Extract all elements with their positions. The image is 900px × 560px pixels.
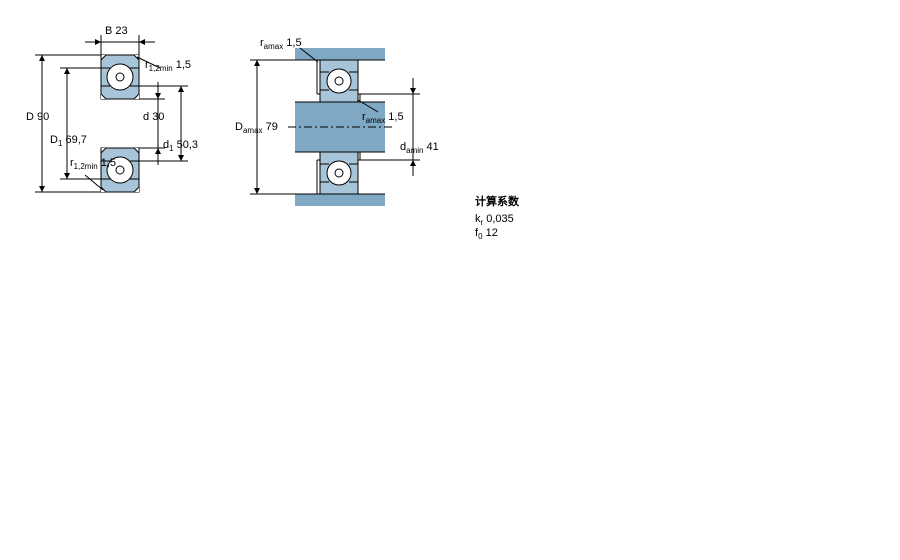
calculation-factors: 计算系数 kr 0,035 f0 12 (475, 194, 520, 241)
left-cross-section: B 23 r1,2min 1,5 D 90 D1 69,7 r1,2min 1,… (26, 25, 198, 192)
factor-kr: kr 0,035 (475, 213, 514, 227)
dim-d: d 30 (143, 111, 164, 123)
dim-d1: d1 50,3 (163, 139, 198, 153)
dim-B-label: B 23 (105, 25, 128, 37)
factors-title: 计算系数 (475, 194, 520, 208)
factor-f0: f0 12 (475, 227, 498, 241)
dim-r12min-top: r1,2min 1,5 (145, 59, 191, 73)
bearing-diagram: B 23 r1,2min 1,5 D 90 D1 69,7 r1,2min 1,… (0, 0, 900, 560)
dim-r12min-bot: r1,2min 1,5 (70, 157, 116, 171)
dim-D: D 90 (26, 111, 49, 123)
dim-Damax: Damax 79 (235, 121, 278, 135)
dim-D1: D1 69,7 (50, 134, 87, 148)
dim-ramax-top: ramax 1,5 (260, 37, 302, 51)
dim-damin: damin 41 (400, 141, 439, 155)
right-cross-section: ramax 1,5 Damax 79 ramax 1,5 damin 41 (235, 37, 439, 206)
